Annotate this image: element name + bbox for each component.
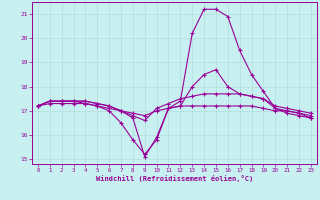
- X-axis label: Windchill (Refroidissement éolien,°C): Windchill (Refroidissement éolien,°C): [96, 175, 253, 182]
